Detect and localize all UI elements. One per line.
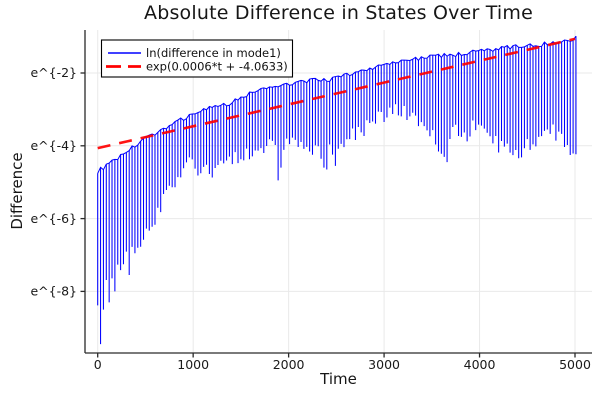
y-tick-label: e^{-6} [30,211,77,226]
legend-box [100,39,294,78]
difference-series [97,35,577,345]
x-tick-label: 3000 [368,357,400,372]
axes [80,30,592,358]
x-tick-label: 0 [94,357,102,372]
legend-entry-difference: ln(difference in mode1) [146,46,281,60]
x-axis-label: Time [320,370,357,388]
x-tick-label: 4000 [464,357,496,372]
trend-line [97,37,576,150]
y-tick-label: e^{-2} [30,65,77,80]
y-tick-label: e^{-4} [30,138,77,153]
y-tick-label: e^{-8} [30,284,77,299]
difference-series-spikes [97,36,577,345]
difference-series-top-envelope [97,35,577,174]
x-tick-label: 2000 [273,357,305,372]
x-tick-label: 1000 [177,357,209,372]
x-tick-label: 5000 [559,357,591,372]
tick-labels: 0 1000 2000 3000 4000 5000 e^{-2} e^{-4} e^{-6} e… [30,65,590,372]
legend-entry-fit: exp(0.0006*t + -4.0633) [146,60,288,74]
y-axis-label: Difference [8,152,26,230]
legend: ln(difference in mode1)exp(0.0006*t + -4… [100,39,294,78]
chart-title: Absolute Difference in States Over Time [144,2,533,24]
